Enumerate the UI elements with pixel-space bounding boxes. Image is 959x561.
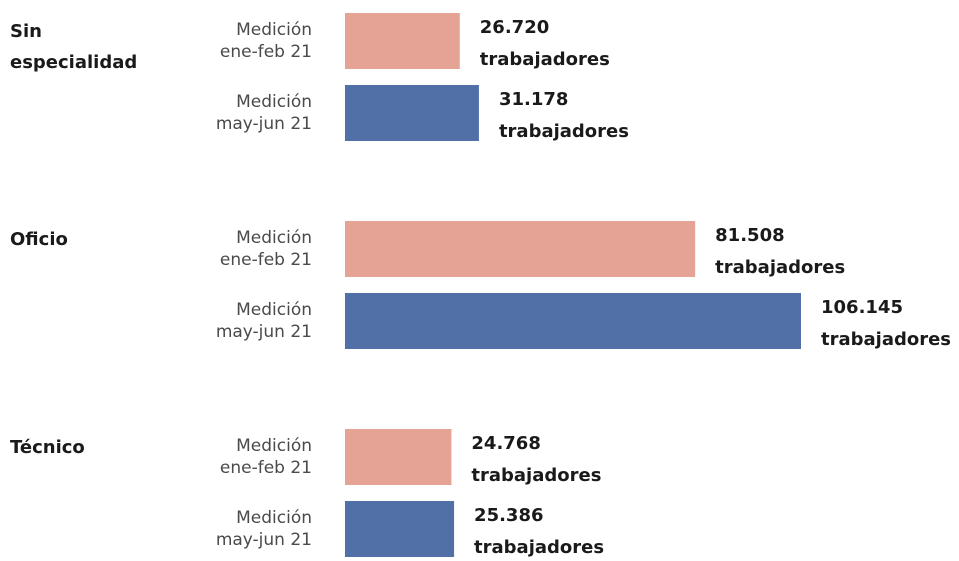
- bar: [345, 221, 696, 277]
- bar: [345, 293, 801, 349]
- category-label: Oficio: [10, 229, 68, 250]
- series-label: Medición ene-feb 21: [220, 228, 312, 270]
- series-label: Medición may-jun 21: [216, 508, 312, 550]
- series-label: Medición ene-feb 21: [220, 20, 312, 62]
- series-label: Medición may-jun 21: [216, 92, 312, 134]
- value-label: 81.508 trabajadores: [715, 225, 845, 278]
- bar: [345, 13, 460, 69]
- bar: [345, 501, 455, 557]
- value-label: 24.768 trabajadores: [471, 433, 601, 486]
- value-label: 31.178 trabajadores: [499, 89, 629, 142]
- value-label: 25.386 trabajadores: [474, 505, 604, 558]
- series-label: Medición may-jun 21: [216, 300, 312, 342]
- bar: [345, 85, 479, 141]
- bar: [345, 429, 452, 485]
- category-label: Técnico: [10, 437, 85, 458]
- value-label: 106.145 trabajadores: [821, 297, 951, 350]
- value-label: 26.720 trabajadores: [480, 17, 610, 70]
- series-label: Medición ene-feb 21: [220, 436, 312, 478]
- category-label: Sin especialidad: [10, 21, 137, 73]
